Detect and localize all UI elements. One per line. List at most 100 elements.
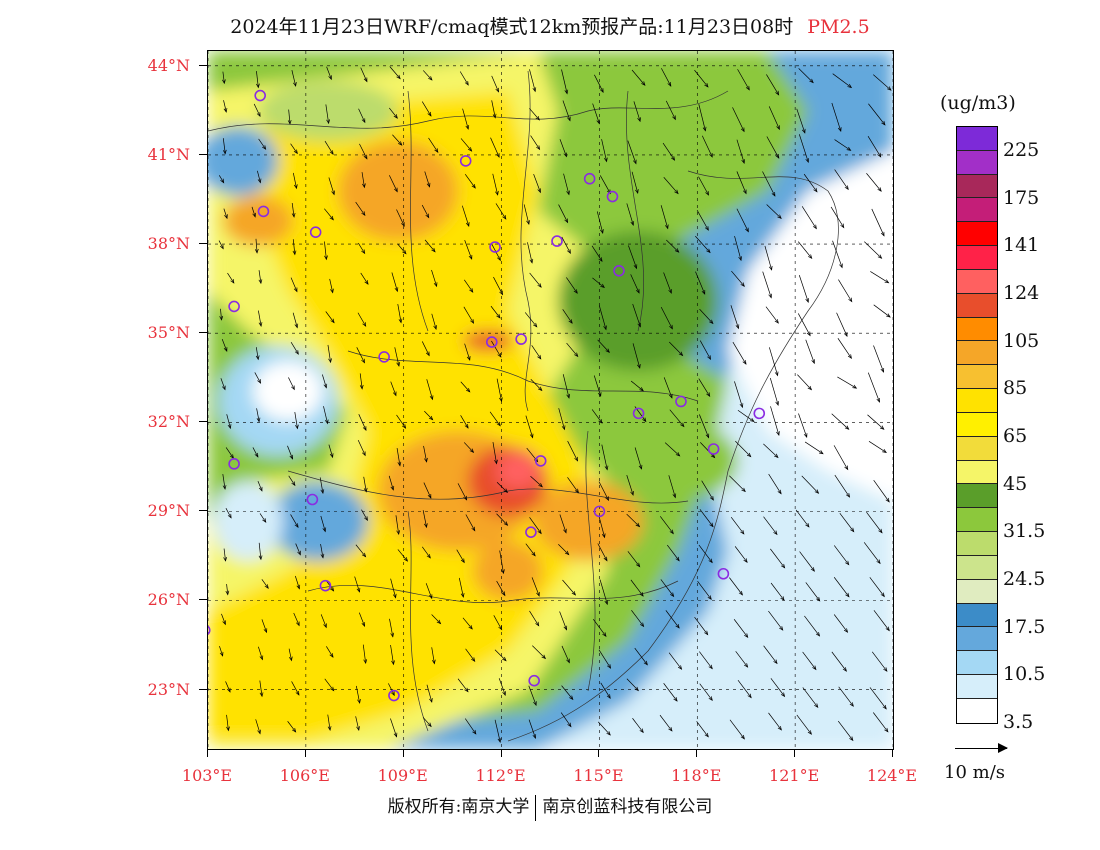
wind-arrowhead xyxy=(740,282,745,287)
wind-vector xyxy=(464,343,471,361)
lon-tick xyxy=(598,749,600,757)
wind-arrowhead xyxy=(563,625,568,631)
wind-arrowhead xyxy=(741,487,746,493)
wind-vector xyxy=(426,684,433,703)
wind-arrowhead xyxy=(537,529,542,535)
wind-vector xyxy=(456,549,465,563)
colorbar-label: 31.5 xyxy=(1003,520,1046,543)
wind-vector xyxy=(293,612,300,626)
wind-arrowhead xyxy=(362,426,367,432)
wind-arrowhead xyxy=(323,623,327,629)
wind-arrowhead xyxy=(329,150,334,155)
lat-tick xyxy=(199,421,207,423)
wind-vector xyxy=(562,100,571,121)
wind-vector xyxy=(222,138,226,154)
wind-arrowhead xyxy=(429,698,433,703)
wind-arrowhead xyxy=(879,425,885,430)
wind-vector xyxy=(258,310,262,327)
wind-vector xyxy=(397,243,407,254)
wind-arrowhead xyxy=(297,550,301,556)
wind-vector xyxy=(660,306,673,330)
wind-vector xyxy=(770,582,785,601)
wind-vector xyxy=(737,69,750,91)
wind-arrowhead xyxy=(749,417,755,423)
wind-arrowhead xyxy=(745,227,749,233)
wind-vector xyxy=(261,619,267,633)
wind-arrowhead xyxy=(496,421,501,427)
city-marker xyxy=(309,226,322,238)
wind-vector xyxy=(561,236,571,254)
wind-arrowhead xyxy=(706,248,711,254)
wind-vector xyxy=(253,103,261,117)
wind-vector xyxy=(394,347,400,367)
wind-vector xyxy=(388,683,395,696)
wind-arrowhead xyxy=(880,592,885,598)
wind-vector xyxy=(567,477,579,493)
wind-arrowhead xyxy=(641,81,646,86)
wind-arrowhead xyxy=(464,687,469,693)
wind-arrowhead xyxy=(768,265,773,271)
wind-arrowhead xyxy=(668,289,672,294)
wind-vector xyxy=(396,209,405,227)
wind-reference-arrow xyxy=(955,743,1008,753)
wind-vector xyxy=(795,509,810,528)
wind-arrowhead xyxy=(885,626,890,632)
wind-vector xyxy=(731,270,745,287)
wind-arrowhead xyxy=(805,298,809,303)
wind-arrowhead xyxy=(498,625,503,631)
wind-arrowhead xyxy=(222,385,226,391)
city-marker xyxy=(489,241,501,253)
city-marker xyxy=(388,689,400,702)
wind-vector xyxy=(359,373,363,389)
wind-arrowhead xyxy=(680,422,685,428)
wind-arrowhead xyxy=(839,263,843,269)
wind-arrowhead xyxy=(427,111,432,117)
wind-arrowhead xyxy=(806,331,811,337)
wind-vector xyxy=(834,474,850,498)
wind-arrowhead xyxy=(320,553,325,559)
wind-vector xyxy=(524,312,538,328)
wind-arrowhead xyxy=(706,392,711,398)
wind-arrowhead xyxy=(328,75,332,81)
wind-arrowhead xyxy=(774,319,779,324)
wind-arrowhead xyxy=(326,119,330,125)
wind-arrowhead xyxy=(361,211,366,217)
wind-arrowhead xyxy=(564,89,569,95)
wind-vector xyxy=(592,277,605,288)
wind-arrowhead xyxy=(492,113,497,119)
wind-arrowhead xyxy=(293,184,298,190)
wind-arrowhead xyxy=(708,696,713,701)
wind-vector xyxy=(798,413,808,438)
wind-arrowhead xyxy=(571,591,577,596)
wind-vector xyxy=(698,544,713,563)
wind-vector xyxy=(801,475,819,494)
city-marker xyxy=(534,455,547,467)
wind-vector xyxy=(460,415,469,429)
city-marker xyxy=(257,205,270,218)
wind-vector xyxy=(290,514,299,528)
wind-arrowhead xyxy=(566,190,570,196)
wind-arrowhead xyxy=(259,692,264,698)
wind-vector xyxy=(833,614,848,633)
wind-arrowhead xyxy=(292,728,297,733)
wind-vector xyxy=(388,107,398,119)
wind-arrowhead xyxy=(397,141,403,146)
wind-arrowhead xyxy=(880,368,885,373)
wind-vector xyxy=(631,610,644,627)
wind-vector xyxy=(627,140,637,164)
wind-vector xyxy=(320,515,326,532)
wind-vector xyxy=(496,482,508,493)
wind-vector xyxy=(698,378,711,397)
colorbar-swatch xyxy=(957,603,997,628)
wind-arrowhead xyxy=(599,88,604,93)
wind-arrowhead xyxy=(533,322,538,328)
wind-arrowhead xyxy=(222,79,226,85)
wind-vector xyxy=(599,175,611,194)
wind-vector xyxy=(363,476,367,492)
wind-arrowhead xyxy=(707,595,712,601)
wind-arrowhead xyxy=(574,456,579,462)
wind-arrowhead xyxy=(710,453,716,459)
wind-arrowhead xyxy=(293,287,298,293)
wind-arrowhead xyxy=(675,623,680,629)
wind-arrowhead xyxy=(637,363,641,369)
